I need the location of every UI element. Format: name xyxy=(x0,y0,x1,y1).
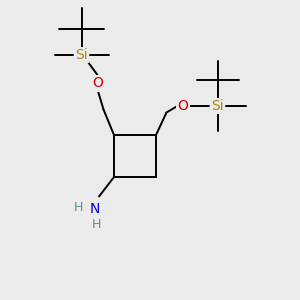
Text: O: O xyxy=(93,76,104,90)
Text: O: O xyxy=(178,99,188,113)
Text: N: N xyxy=(89,202,100,216)
Text: Si: Si xyxy=(75,48,88,62)
Text: Si: Si xyxy=(211,99,224,113)
Text: H: H xyxy=(92,218,102,231)
Text: H: H xyxy=(74,201,84,214)
